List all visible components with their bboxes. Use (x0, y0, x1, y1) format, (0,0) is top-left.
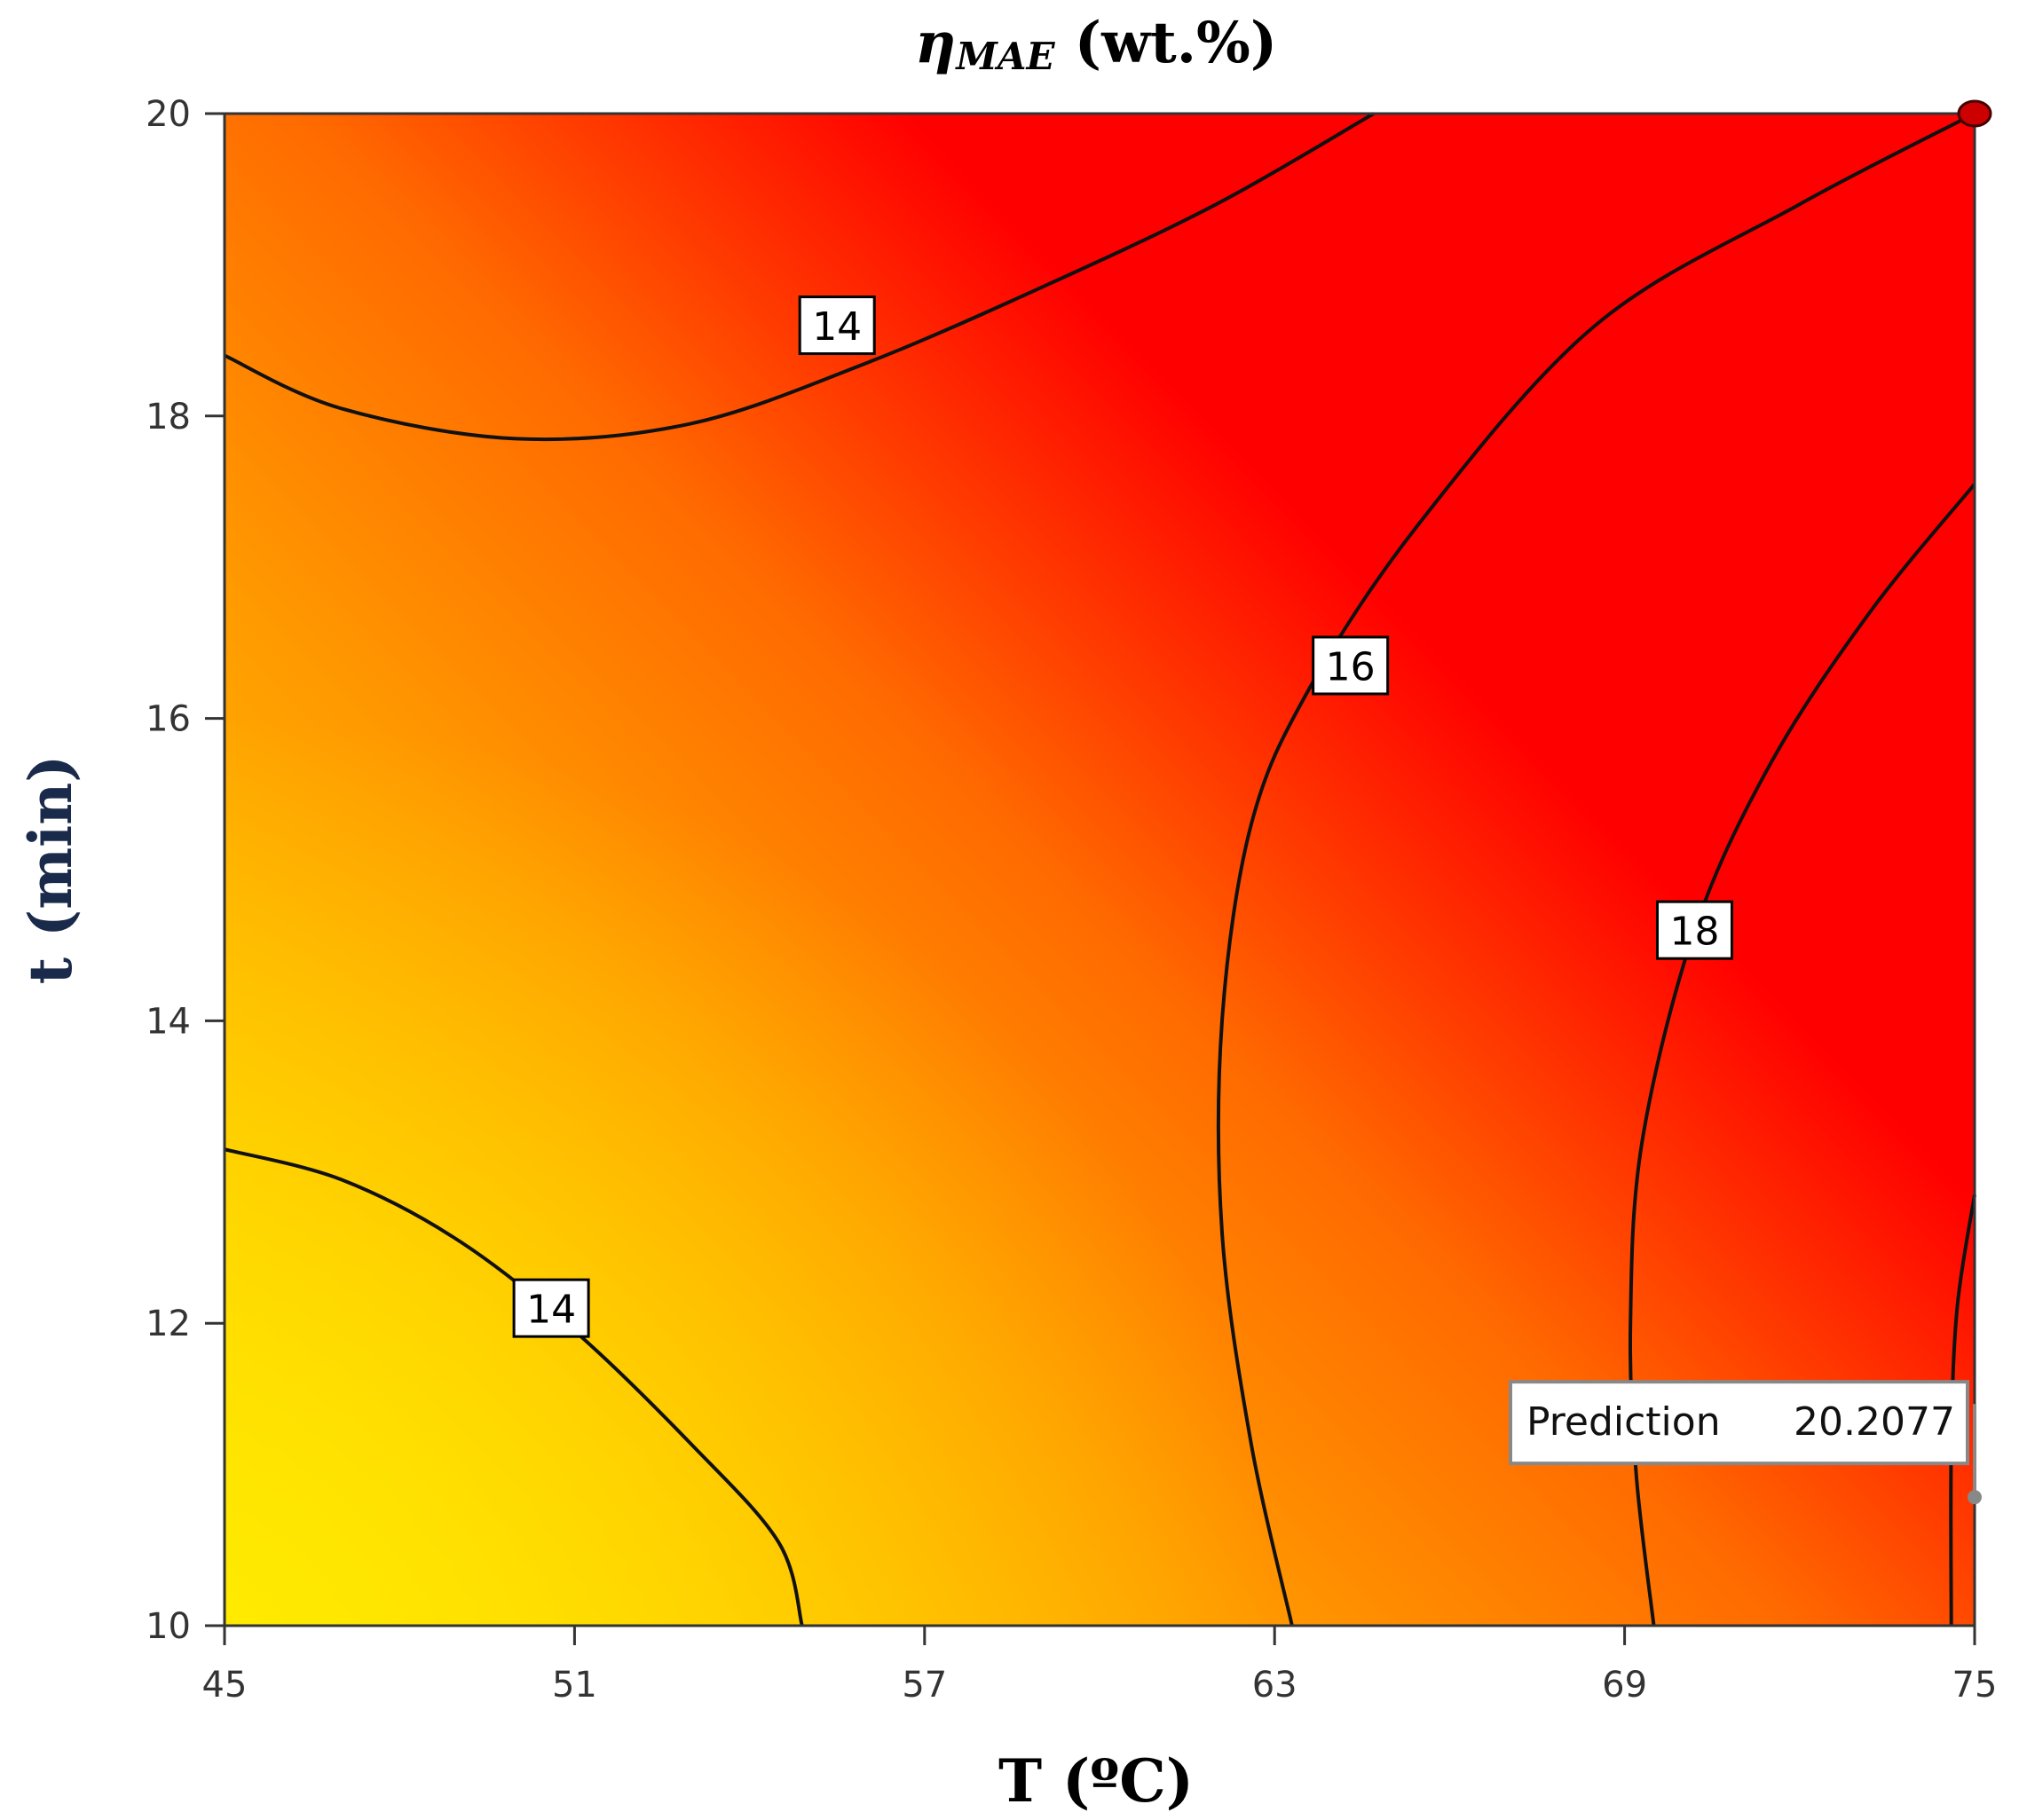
y-tick-label: 14 (146, 1001, 191, 1042)
contour-label-box (1655, 900, 1733, 960)
contour-label-box (798, 295, 876, 356)
contour-label-box (512, 1278, 590, 1338)
x-tick-label: 51 (552, 1665, 597, 1706)
prediction-box (1509, 1380, 1969, 1466)
contour-line-14 (224, 112, 1375, 442)
contour-label-text: 14 (526, 1288, 576, 1333)
contour-label-box (1312, 635, 1390, 696)
prediction-point (1968, 1490, 1982, 1505)
y-tick-label: 18 (146, 397, 191, 437)
contour-line-16 (1216, 112, 1976, 1627)
plot-area-glow (225, 114, 1975, 1626)
y-tick-label: 20 (146, 94, 191, 135)
plot-frame (223, 112, 1976, 1627)
y-tick-label: 12 (146, 1304, 191, 1344)
x-tick-label: 69 (1602, 1665, 1647, 1706)
contour-label-14: 14 (798, 295, 876, 356)
chart-title: ηMAE (wt.%) (915, 10, 1277, 78)
x-axis-title: T (ºC) (998, 1746, 1194, 1816)
x-tick-label: 45 (202, 1665, 248, 1706)
prediction-value: 20.2077 (1794, 1399, 1955, 1445)
contour-label-text: 18 (1669, 910, 1719, 955)
x-tick-label: 63 (1252, 1665, 1297, 1706)
y-tick-label: 16 (146, 699, 191, 740)
prediction-marker: Prediction 20.2077 (1509, 99, 1992, 1505)
contour-label-14: 14 (512, 1278, 590, 1338)
x-axis: 45 51 57 63 69 75 (202, 1626, 1998, 1706)
contour-label-text: 14 (812, 304, 862, 350)
x-tick-label: 57 (902, 1665, 947, 1706)
contour-label-16: 16 (1312, 635, 1390, 696)
x-tick-label: 75 (1952, 1665, 1998, 1706)
contour-labels: 14 14 16 18 (512, 295, 1733, 1338)
y-axis-title: t (min) (16, 755, 85, 985)
y-tick-label: 10 (146, 1606, 191, 1647)
contour-label-text: 16 (1326, 644, 1376, 689)
y-axis: 10 12 14 16 18 20 (146, 94, 225, 1647)
contour-label-18: 18 (1655, 900, 1733, 960)
prediction-label: Prediction (1526, 1399, 1721, 1445)
optimum-point-marker (1957, 99, 1992, 128)
